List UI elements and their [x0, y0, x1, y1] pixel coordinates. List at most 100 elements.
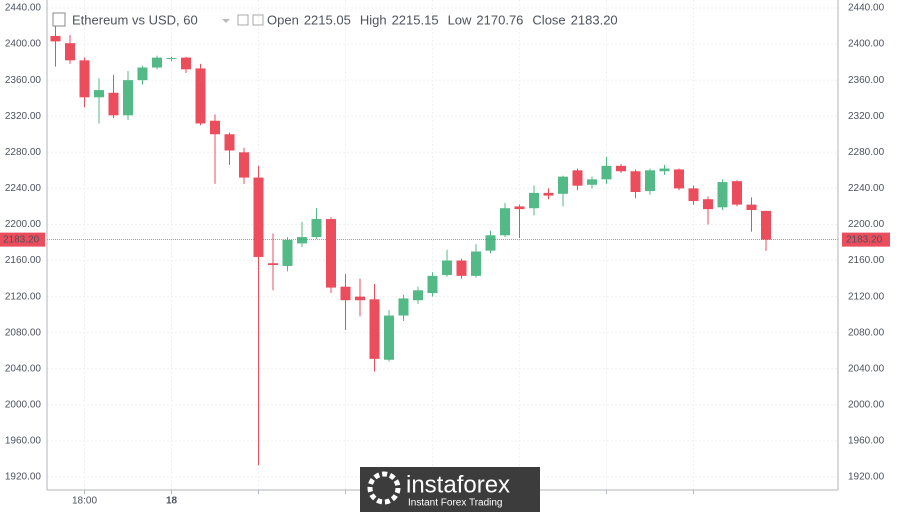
y2-tick-label: 2440.00 — [848, 3, 885, 14]
candle-body — [181, 57, 191, 70]
y2-tick-label: 2400.00 — [848, 39, 885, 50]
candle-body — [703, 199, 713, 210]
candle-body — [746, 204, 757, 211]
y2-tick-label: 2360.00 — [848, 75, 885, 86]
x-tick-label: 18 — [166, 496, 178, 507]
candle-body — [558, 176, 568, 194]
candle-body — [645, 170, 655, 192]
y-tick-label: 2160.00 — [5, 255, 42, 266]
last-price-box — [842, 232, 890, 247]
candle-body — [572, 170, 583, 186]
icon — [252, 14, 264, 26]
candle-body — [427, 275, 438, 294]
candle-body — [224, 134, 235, 151]
candle-body — [195, 68, 206, 124]
dropdown-icon — [222, 19, 230, 23]
y-tick-label: 2120.00 — [5, 291, 42, 302]
y-tick-label: 1920.00 — [5, 472, 42, 483]
y2-tick-label: 2200.00 — [848, 219, 885, 230]
y-tick-label: 2280.00 — [5, 147, 42, 158]
candle-body — [282, 239, 293, 266]
header-field-name: Open — [267, 12, 299, 27]
candles — [47, 26, 838, 466]
candle-body — [659, 168, 670, 172]
header-field-name: Close — [532, 12, 565, 27]
candle-body — [674, 169, 684, 189]
y-tick-label: 2000.00 — [5, 399, 42, 410]
header: Ethereum vs USD, 60 Open 2215.05 High 2215.… — [52, 12, 618, 27]
header-field-value: 2170.76 — [476, 12, 523, 27]
y-tick-label: 2080.00 — [5, 327, 42, 338]
candle-body — [630, 171, 641, 192]
candle-body — [514, 206, 525, 210]
x-tick-label: 18:00 — [72, 496, 97, 507]
last-price-box — [0, 232, 45, 247]
candle-body — [311, 219, 322, 238]
watermark-logo — [367, 471, 401, 505]
candle-body — [398, 298, 409, 316]
candle-body — [413, 290, 423, 301]
y-tick-label: 2360.00 — [5, 75, 42, 86]
header-title: Ethereum vs USD, 60 — [72, 12, 198, 27]
candle-body — [616, 165, 626, 172]
y-tick-label: 2240.00 — [5, 183, 42, 194]
header-field-name: High — [360, 12, 387, 27]
candle-body — [253, 177, 264, 257]
candle-body — [297, 237, 307, 244]
candle-body — [500, 208, 510, 236]
candle-body — [369, 299, 380, 359]
y2-tick-label: 2240.00 — [848, 183, 885, 194]
candle-body — [471, 251, 481, 276]
y-tick-label: 2320.00 — [5, 111, 42, 122]
y2-tick-label: 2120.00 — [848, 291, 885, 302]
y2-tick-label: 2280.00 — [848, 147, 885, 158]
icon — [237, 14, 249, 26]
candle-body — [384, 315, 394, 360]
header-field-name: Low — [448, 12, 472, 27]
candle-body — [456, 260, 467, 276]
last-price-label: 2183.20 — [3, 234, 40, 245]
candle-body — [442, 260, 452, 275]
candle-body — [529, 192, 539, 209]
watermark-tagline: Instant Forex Trading — [408, 498, 503, 509]
candle-body — [601, 165, 612, 180]
header-field-value: 2215.15 — [392, 12, 439, 27]
candle-body — [587, 179, 597, 185]
candle-body — [50, 35, 61, 42]
watermark-brand: instaforex — [406, 471, 510, 498]
candle-body — [239, 152, 249, 178]
candle-body — [166, 58, 177, 60]
y2-tick-label: 2160.00 — [848, 255, 885, 266]
y2-tick-label: 1920.00 — [848, 472, 885, 483]
candle-body — [108, 92, 119, 116]
y-tick-label: 2440.00 — [5, 3, 42, 14]
header-field-value: 2215.05 — [304, 12, 351, 27]
y-tick-label: 2200.00 — [5, 219, 42, 230]
candle-body — [152, 57, 162, 68]
candle-body — [485, 235, 496, 251]
candle-body — [79, 60, 90, 98]
candle-body — [210, 120, 220, 135]
header-field-value: 2183.20 — [571, 12, 618, 27]
candle-body — [717, 182, 728, 208]
candle-body — [688, 188, 699, 202]
candle-body — [94, 90, 104, 98]
y-tick-label: 2400.00 — [5, 39, 42, 50]
candle-body — [268, 263, 278, 266]
candle-body — [761, 210, 771, 240]
y2-tick-label: 2320.00 — [848, 111, 885, 122]
candle-body — [65, 43, 75, 61]
header-icon — [52, 12, 66, 27]
y2-tick-label: 2040.00 — [848, 363, 885, 374]
y2-tick-label: 2000.00 — [848, 399, 885, 410]
header-fields: Open 2215.05 High 2215.15 Low 2170.76 Close 218… — [267, 12, 618, 27]
y2-tick-label: 2080.00 — [848, 327, 885, 338]
y2-tick-label: 1960.00 — [848, 436, 885, 447]
candle-body — [355, 296, 365, 301]
labels: 1920.00 1920.00 1960.00 1960.00 2000.00 2000.… — [0, 3, 890, 507]
watermark-box — [360, 467, 540, 512]
last-price-label: 2183.20 — [846, 234, 883, 245]
candle-body — [732, 181, 742, 205]
